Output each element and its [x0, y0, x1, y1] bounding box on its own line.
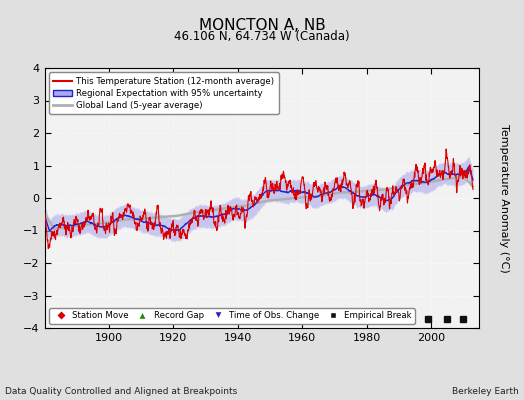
Text: Data Quality Controlled and Aligned at Breakpoints: Data Quality Controlled and Aligned at B… [5, 387, 237, 396]
Legend: Station Move, Record Gap, Time of Obs. Change, Empirical Break: Station Move, Record Gap, Time of Obs. C… [49, 308, 415, 324]
Y-axis label: Temperature Anomaly (°C): Temperature Anomaly (°C) [499, 124, 509, 272]
Text: 46.106 N, 64.734 W (Canada): 46.106 N, 64.734 W (Canada) [174, 30, 350, 43]
Text: Berkeley Earth: Berkeley Earth [452, 387, 519, 396]
Text: MONCTON A, NB: MONCTON A, NB [199, 18, 325, 33]
